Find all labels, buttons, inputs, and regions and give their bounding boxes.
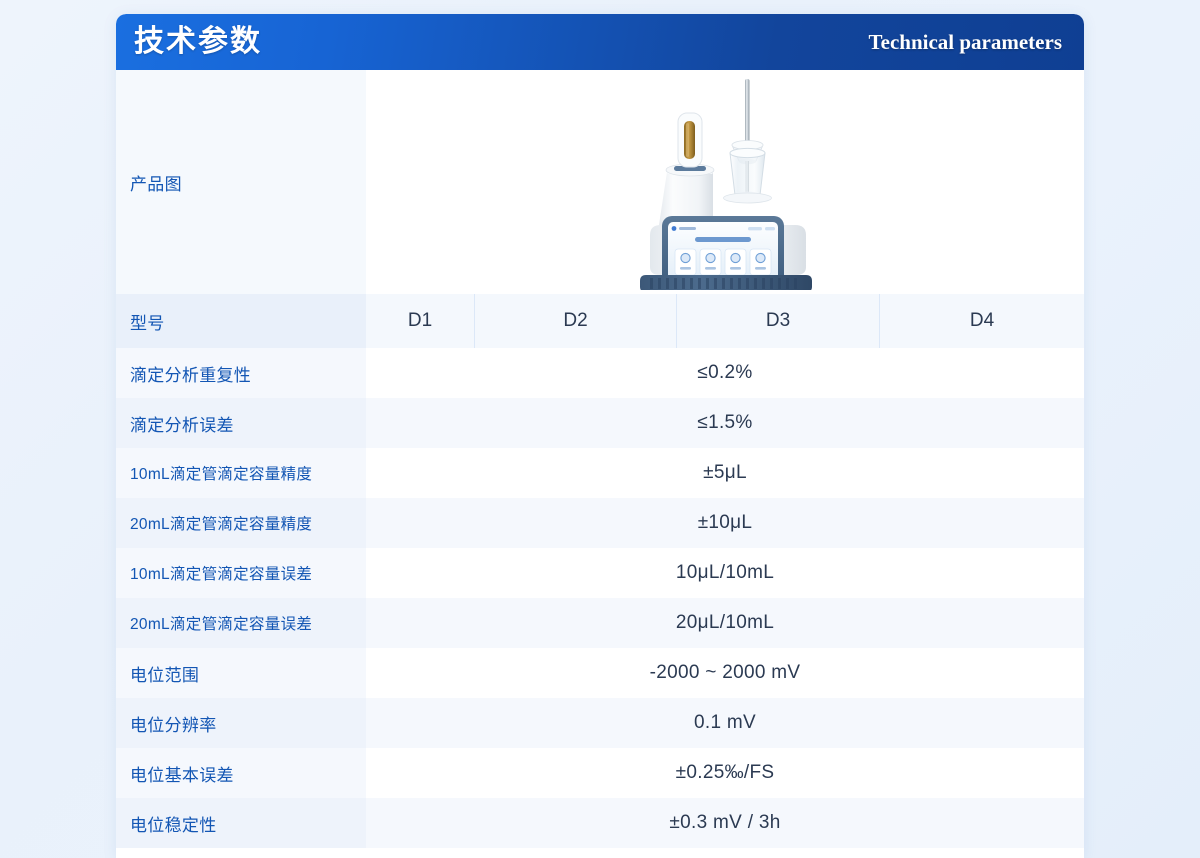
row-value: ≤0.2% [366,348,1084,398]
table-row: 电位基本误差 ±0.25‰/FS [116,748,1084,798]
row-value: 10μL/10mL [366,548,1084,598]
row-label: 电位稳定性 [116,798,366,848]
table-row: 10mL滴定管滴定容量精度 ±5μL [116,448,1084,498]
table-row-product-image: 产品图 [116,70,1084,294]
row-label: 电位基本误差 [116,748,366,798]
model-cell-d4: D4 [879,294,1084,348]
table-row: 电位稳定性 ±0.3 mV / 3h [116,798,1084,848]
card-header: 技术参数 Technical parameters [116,14,1084,70]
row-value: ±0.25‰/FS [366,748,1084,798]
table-row-model: 型号 D1 D2 D3 D4 [116,294,1084,348]
row-value: 0.1 mV [366,698,1084,748]
model-cells: D1 D2 D3 D4 [366,294,1084,348]
table-row: 20mL滴定管滴定容量精度 ±10μL [116,498,1084,548]
model-cell-d1: D1 [407,310,433,331]
titrator-device-illustration [640,78,812,290]
row-label: 10mL滴定管滴定容量误差 [116,548,366,598]
page-title-english: Technical parameters [868,29,1062,54]
row-label: 10mL滴定管滴定容量精度 [116,448,366,498]
row-value: ±10μL [366,498,1084,548]
spec-card: 技术参数 Technical parameters 产品图 [116,14,1084,858]
row-label: 电位范围 [116,648,366,698]
row-label: 滴定分析重复性 [116,348,366,398]
table-row: 20mL滴定管滴定容量误差 20μL/10mL [116,598,1084,648]
table-row: 10mL滴定管滴定容量误差 10μL/10mL [116,548,1084,598]
row-label-product-image: 产品图 [116,70,366,294]
table-row: 电位分辨率 0.1 mV [116,698,1084,748]
model-cell-d2: D2 [474,294,676,348]
row-value: -2000 ~ 2000 mV [366,648,1084,698]
row-value: ≤1.5% [366,398,1084,448]
model-cell-d3: D3 [676,294,879,348]
row-label: 滴定分析误差 [116,398,366,448]
row-value: ±0.3 mV / 3h [366,798,1084,848]
row-label-model: 型号 [116,294,366,348]
row-value: 20μL/10mL [366,598,1084,648]
row-label: 20mL滴定管滴定容量误差 [116,598,366,648]
table-row: 滴定分析误差 ≤1.5% [116,398,1084,448]
row-value: ±5μL [366,448,1084,498]
table-row: 滴定分析重复性 ≤0.2% [116,348,1084,398]
table-row: 电位范围 -2000 ~ 2000 mV [116,648,1084,698]
row-label: 电位分辨率 [116,698,366,748]
page-title: 技术参数 [134,25,262,58]
product-image-cell [366,70,1084,294]
row-label: 20mL滴定管滴定容量精度 [116,498,366,548]
